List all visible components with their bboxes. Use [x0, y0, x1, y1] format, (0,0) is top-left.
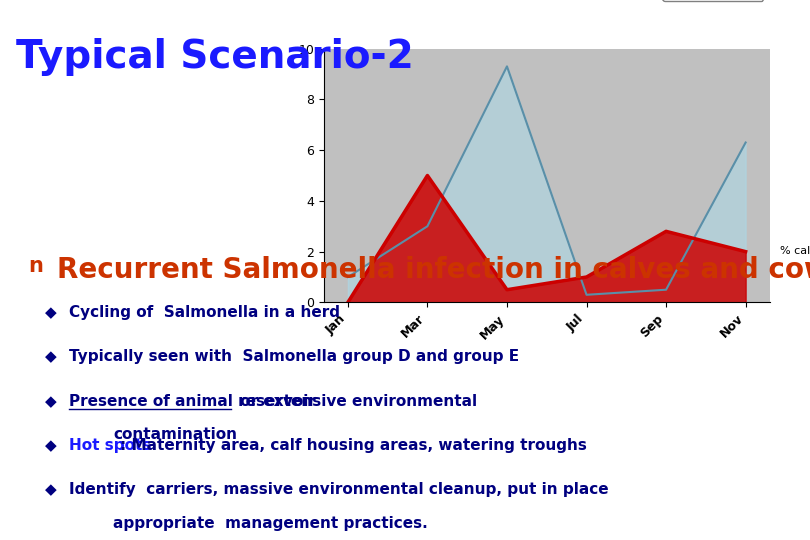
- Text: % calves: % calves: [780, 246, 810, 256]
- Text: appropriate  management practices.: appropriate management practices.: [113, 516, 428, 531]
- Text: Cycling of  Salmonella in a herd: Cycling of Salmonella in a herd: [69, 305, 340, 320]
- Text: ◆: ◆: [45, 394, 57, 409]
- Text: ◆: ◆: [45, 305, 57, 320]
- Text: contamination: contamination: [113, 427, 237, 442]
- Text: Recurrent Salmonella infection in calves and cows: Recurrent Salmonella infection in calves…: [57, 256, 810, 285]
- Text: Typically seen with  Salmonella group D and group E: Typically seen with Salmonella group D a…: [69, 349, 519, 364]
- Legend: % calves, % cows: % calves, % cows: [663, 0, 763, 1]
- Text: ◆: ◆: [45, 482, 57, 497]
- Text: n: n: [28, 256, 43, 276]
- Text: Hot spots: Hot spots: [69, 438, 151, 453]
- Text: ◆: ◆: [45, 438, 57, 453]
- Text: : Maternity area, calf housing areas, watering troughs: : Maternity area, calf housing areas, wa…: [120, 438, 586, 453]
- Text: ◆: ◆: [45, 349, 57, 364]
- Text: Typical Scenario-2: Typical Scenario-2: [16, 38, 414, 76]
- Text: or extensive environmental: or extensive environmental: [235, 394, 477, 409]
- Text: Presence of animal reservoir: Presence of animal reservoir: [69, 394, 316, 409]
- Text: Identify  carriers, massive environmental cleanup, put in place: Identify carriers, massive environmental…: [69, 482, 608, 497]
